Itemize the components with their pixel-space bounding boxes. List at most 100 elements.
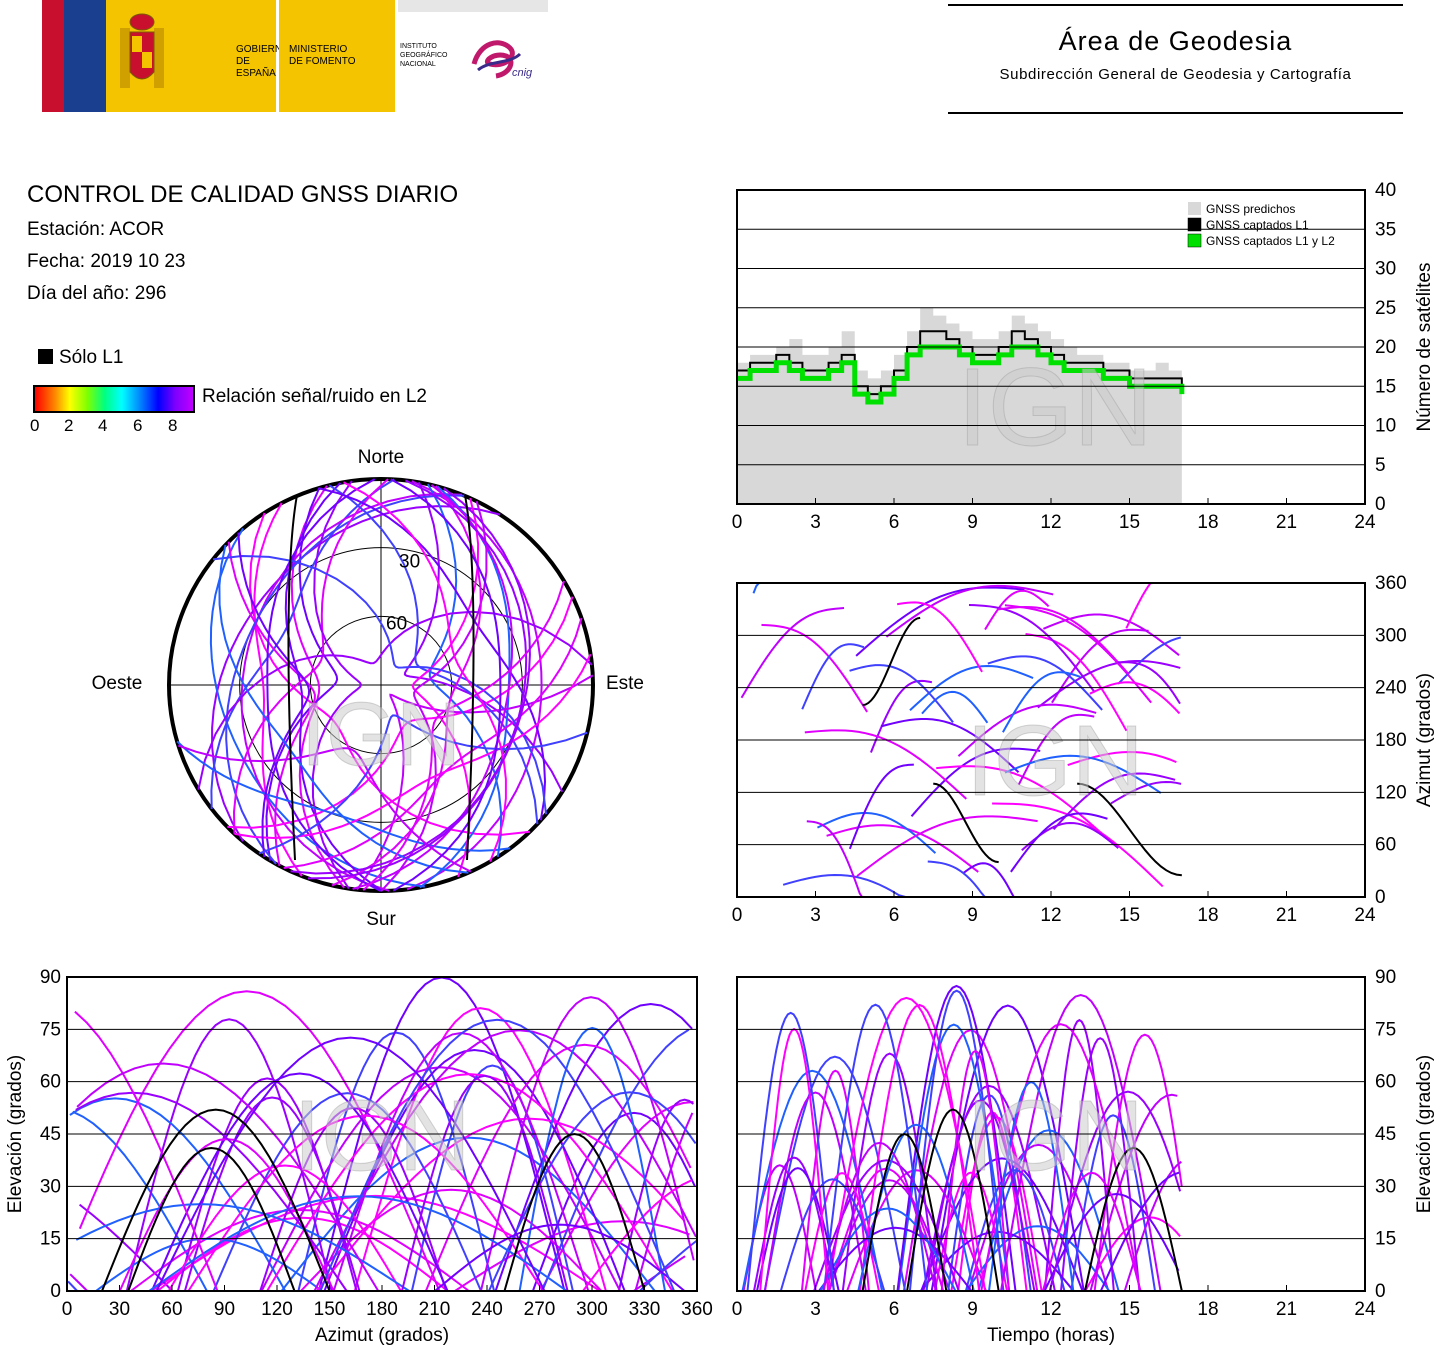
azimuth-track bbox=[921, 690, 989, 724]
legend-solo-l1: Sólo L1 bbox=[38, 347, 123, 369]
y-axis-label: Elevación (grados) bbox=[5, 1055, 26, 1213]
date-label: Fecha: 2019 10 23 bbox=[27, 251, 186, 272]
y-tick-label: 15 bbox=[1375, 376, 1396, 397]
sky-track bbox=[427, 483, 503, 858]
elev-az-track bbox=[260, 1066, 621, 1292]
azimuth-track bbox=[896, 601, 983, 673]
y-tick-label: 35 bbox=[1375, 219, 1396, 240]
azimuth-track bbox=[740, 607, 845, 699]
colorbar-tick: 6 bbox=[133, 416, 143, 435]
plot-border bbox=[736, 582, 1366, 898]
azimuth-track bbox=[855, 586, 1025, 657]
y-tick-label: 10 bbox=[1375, 416, 1396, 437]
doy-label: Día del año: 296 bbox=[27, 283, 167, 304]
sky-track bbox=[307, 487, 531, 880]
y-tick-label: 30 bbox=[40, 1176, 61, 1197]
colorbar-tick: 4 bbox=[98, 416, 108, 435]
x-tick-label: 0 bbox=[732, 1299, 743, 1320]
satellite-count-frame: IGN 0 5 10 15 20 25 30 35 40 0 3 6 9 12 15 18 21 24 Número … bbox=[732, 180, 1435, 533]
azimuth-track bbox=[936, 765, 1105, 837]
x-tick-label: 18 bbox=[1197, 905, 1218, 926]
gobierno-text: GOBIERNO DE ESPAÑA bbox=[236, 44, 290, 79]
l1-only-track bbox=[862, 616, 921, 707]
azimuth-track bbox=[987, 655, 1103, 711]
x-tick-label: 120 bbox=[261, 1299, 293, 1320]
ign-watermark: IGN bbox=[293, 1080, 471, 1192]
y-tick-label: 90 bbox=[40, 967, 61, 988]
x-tick-label: 21 bbox=[1276, 905, 1297, 926]
elevation-azimuth-frame: IGN 0 15 30 45 60 75 90 0 30 60 90 120 150 180 210 240 27… bbox=[5, 967, 713, 1346]
azimuth-track bbox=[806, 820, 865, 898]
x-tick-label: 9 bbox=[967, 905, 978, 926]
ring-label: 60 bbox=[386, 613, 407, 634]
legend-label: GNSS captados L1 y L2 bbox=[1206, 234, 1335, 248]
elev-time-track bbox=[841, 1052, 938, 1292]
elev-time-track bbox=[896, 984, 1017, 1292]
elev-time-track bbox=[908, 989, 1005, 1292]
x-tick-label: 12 bbox=[1040, 512, 1061, 533]
sky-track bbox=[331, 485, 482, 887]
elev-az-track bbox=[634, 1112, 694, 1292]
azimuth-track bbox=[885, 584, 1054, 638]
elev-az-track bbox=[401, 1074, 569, 1292]
x-tick-label: 240 bbox=[471, 1299, 503, 1320]
elev-time-track bbox=[779, 1178, 886, 1292]
legend-black-square-icon bbox=[38, 349, 53, 364]
y-tick-label: 15 bbox=[1375, 1229, 1396, 1250]
elev-time-track bbox=[819, 1207, 957, 1292]
l1-only-track bbox=[1084, 1146, 1183, 1292]
sky-track bbox=[311, 480, 363, 890]
elev-az-track bbox=[75, 1203, 410, 1292]
elev-az-track bbox=[280, 1136, 656, 1292]
elev-time-track bbox=[950, 1116, 1043, 1292]
x-tick-label: 270 bbox=[524, 1299, 556, 1320]
azimuth-track bbox=[957, 703, 1097, 757]
elev-az-track bbox=[494, 1002, 693, 1292]
ign-logo: INSTITUTO GEOGRÁFICO NACIONAL cnig bbox=[398, 0, 548, 112]
compass-east: Este bbox=[606, 673, 644, 694]
x-tick-label: 30 bbox=[109, 1299, 130, 1320]
sky-track bbox=[237, 532, 311, 858]
elev-az-track bbox=[479, 996, 695, 1292]
elev-az-track bbox=[531, 1111, 696, 1292]
elev-az-track bbox=[434, 1223, 686, 1292]
ring-label: 30 bbox=[399, 552, 420, 573]
x-axis-label: Tiempo (horas) bbox=[987, 1325, 1115, 1346]
x-tick-label: 15 bbox=[1119, 905, 1140, 926]
sky-track bbox=[212, 554, 548, 815]
azimuth-track bbox=[1110, 780, 1182, 805]
azimuth-track bbox=[963, 862, 1021, 898]
x-tick-label: 60 bbox=[161, 1299, 182, 1320]
x-tick-label: 12 bbox=[1040, 905, 1061, 926]
elev-az-track bbox=[150, 1072, 449, 1292]
elev-az-track bbox=[316, 1117, 686, 1292]
azimuth-track bbox=[1017, 713, 1095, 786]
ign-watermark: IGN bbox=[966, 705, 1144, 817]
azimuth-track bbox=[998, 605, 1130, 675]
ign-watermark: IGN bbox=[966, 1080, 1144, 1192]
elev-time-track bbox=[1070, 1114, 1156, 1292]
area-box: Área de Geodesia Subdirección General de… bbox=[948, 4, 1403, 114]
elev-az-track bbox=[69, 1097, 287, 1292]
azimuth-track bbox=[880, 717, 1020, 773]
x-tick-label: 21 bbox=[1276, 1299, 1297, 1320]
colorbar-tick: 0 bbox=[30, 416, 40, 435]
x-tick-label: 9 bbox=[967, 1299, 978, 1320]
sky-track bbox=[249, 512, 531, 836]
azimuth-track bbox=[909, 664, 1034, 712]
elev-time-track bbox=[965, 1225, 1111, 1292]
y-tick-label: 360 bbox=[1375, 573, 1407, 594]
x-tick-label: 90 bbox=[214, 1299, 235, 1320]
flag-red-stripe bbox=[42, 0, 64, 112]
sky-track bbox=[352, 484, 514, 891]
sky-track bbox=[197, 610, 593, 790]
l1-only-track bbox=[906, 1108, 1000, 1292]
y-tick-label: 0 bbox=[1375, 1281, 1386, 1302]
azimuth-track bbox=[1052, 772, 1176, 830]
l1-only-track bbox=[933, 782, 999, 864]
skyplot: IGN Norte Este Sur Oeste 30 60 bbox=[92, 447, 644, 930]
x-tick-label: 3 bbox=[810, 1299, 821, 1320]
compass-west: Oeste bbox=[92, 673, 143, 694]
elev-az-track bbox=[167, 1164, 402, 1292]
